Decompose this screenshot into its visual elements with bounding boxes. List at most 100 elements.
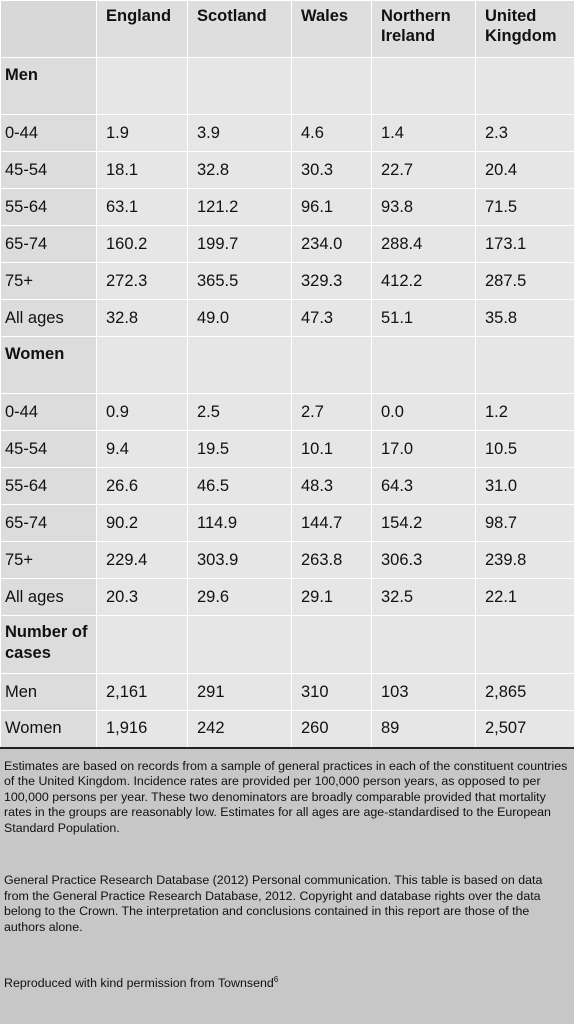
source-note: General Practice Research Database (2012… — [4, 873, 543, 934]
data-cell: 32.8 — [187, 151, 292, 189]
section-title: Number of cases — [0, 615, 97, 674]
data-cell: 242 — [187, 710, 292, 749]
data-cell: 10.1 — [291, 430, 372, 468]
data-cell: 154.2 — [371, 504, 476, 542]
empty-cell — [291, 336, 372, 394]
data-cell: 287.5 — [475, 262, 574, 300]
data-cell: 32.8 — [96, 299, 188, 337]
section-header-row: Men — [0, 57, 574, 115]
table-row: 45-54 18.1 32.8 30.3 22.7 20.4 — [0, 151, 574, 189]
data-cell: 1,916 — [96, 710, 188, 749]
data-cell: 103 — [371, 673, 476, 711]
data-cell: 1.4 — [371, 114, 476, 152]
data-cell: 263.8 — [291, 541, 372, 579]
empty-cell — [475, 57, 574, 115]
data-cell: 20.3 — [96, 578, 188, 616]
column-header: England — [96, 0, 188, 58]
column-header: Wales — [291, 0, 372, 58]
empty-cell — [475, 615, 574, 674]
data-cell: 49.0 — [187, 299, 292, 337]
row-label: 45-54 — [0, 151, 97, 189]
section-title: Men — [0, 57, 97, 115]
data-cell: 47.3 — [291, 299, 372, 337]
data-cell: 234.0 — [291, 225, 372, 263]
data-cell: 1.2 — [475, 393, 574, 431]
column-header: United Kingdom — [475, 0, 574, 58]
data-cell: 288.4 — [371, 225, 476, 263]
row-label: Men — [0, 673, 97, 711]
data-cell: 291 — [187, 673, 292, 711]
table-row: 45-54 9.4 19.5 10.1 17.0 10.5 — [0, 430, 574, 468]
header-row: England Scotland Wales Northern Ireland … — [0, 0, 574, 58]
empty-cell — [371, 336, 476, 394]
data-cell: 26.6 — [96, 467, 188, 505]
data-cell: 22.7 — [371, 151, 476, 189]
row-label: 65-74 — [0, 225, 97, 263]
data-cell: 31.0 — [475, 467, 574, 505]
data-cell: 306.3 — [371, 541, 476, 579]
column-header: Northern Ireland — [371, 0, 476, 58]
data-cell: 9.4 — [96, 430, 188, 468]
data-cell: 173.1 — [475, 225, 574, 263]
empty-cell — [96, 615, 188, 674]
permission-text: Reproduced with kind permission from Tow… — [4, 976, 274, 991]
data-cell: 2,865 — [475, 673, 574, 711]
data-cell: 2.5 — [187, 393, 292, 431]
data-cell: 29.1 — [291, 578, 372, 616]
data-cell: 229.4 — [96, 541, 188, 579]
data-cell: 35.8 — [475, 299, 574, 337]
table-row: 65-74 90.2 114.9 144.7 154.2 98.7 — [0, 504, 574, 542]
data-cell: 412.2 — [371, 262, 476, 300]
data-cell: 3.9 — [187, 114, 292, 152]
data-cell: 2,161 — [96, 673, 188, 711]
row-label: 75+ — [0, 262, 97, 300]
table-row: 0-44 0.9 2.5 2.7 0.0 1.2 — [0, 393, 574, 431]
empty-cell — [187, 615, 292, 674]
data-cell: 2.7 — [291, 393, 372, 431]
estimates-note: Estimates are based on records from a sa… — [4, 758, 568, 835]
reference-number: 6 — [273, 975, 279, 984]
data-cell: 121.2 — [187, 188, 292, 226]
table-row: 0-44 1.9 3.9 4.6 1.4 2.3 — [0, 114, 574, 152]
data-cell: 0.0 — [371, 393, 476, 431]
row-label: All ages — [0, 578, 97, 616]
data-cell: 64.3 — [371, 467, 476, 505]
row-label: All ages — [0, 299, 97, 337]
data-cell: 98.7 — [475, 504, 574, 542]
data-cell: 272.3 — [96, 262, 188, 300]
data-cell: 303.9 — [187, 541, 292, 579]
data-cell: 20.4 — [475, 151, 574, 189]
row-label: 45-54 — [0, 430, 97, 468]
section-title: Women — [0, 336, 97, 394]
data-cell: 71.5 — [475, 188, 574, 226]
table-row: 75+ 272.3 365.5 329.3 412.2 287.5 — [0, 262, 574, 300]
empty-cell — [371, 615, 476, 674]
data-cell: 96.1 — [291, 188, 372, 226]
row-label: 75+ — [0, 541, 97, 579]
data-cell: 4.6 — [291, 114, 372, 152]
table-notes: Estimates are based on records from a sa… — [0, 748, 574, 992]
data-cell: 18.1 — [96, 151, 188, 189]
data-cell: 1.9 — [96, 114, 188, 152]
empty-cell — [187, 57, 292, 115]
column-header: Scotland — [187, 0, 292, 58]
row-label: 55-64 — [0, 467, 97, 505]
row-label: 65-74 — [0, 504, 97, 542]
empty-cell — [96, 336, 188, 394]
table-row: All ages 20.3 29.6 29.1 32.5 22.1 — [0, 578, 574, 616]
table-row: Women 1,916 242 260 89 2,507 — [0, 710, 574, 749]
table-row: Men 2,161 291 310 103 2,865 — [0, 673, 574, 711]
data-cell: 22.1 — [475, 578, 574, 616]
data-cell: 144.7 — [291, 504, 372, 542]
permission-note: Reproduced with kind permission from Tow… — [4, 972, 570, 992]
data-cell: 93.8 — [371, 188, 476, 226]
table-row: 65-74 160.2 199.7 234.0 288.4 173.1 — [0, 225, 574, 263]
data-cell: 160.2 — [96, 225, 188, 263]
empty-cell — [96, 57, 188, 115]
data-cell: 2.3 — [475, 114, 574, 152]
table-row: All ages 32.8 49.0 47.3 51.1 35.8 — [0, 299, 574, 337]
data-cell: 32.5 — [371, 578, 476, 616]
data-cell: 17.0 — [371, 430, 476, 468]
data-cell: 89 — [371, 710, 476, 749]
table-row: 55-64 63.1 121.2 96.1 93.8 71.5 — [0, 188, 574, 226]
